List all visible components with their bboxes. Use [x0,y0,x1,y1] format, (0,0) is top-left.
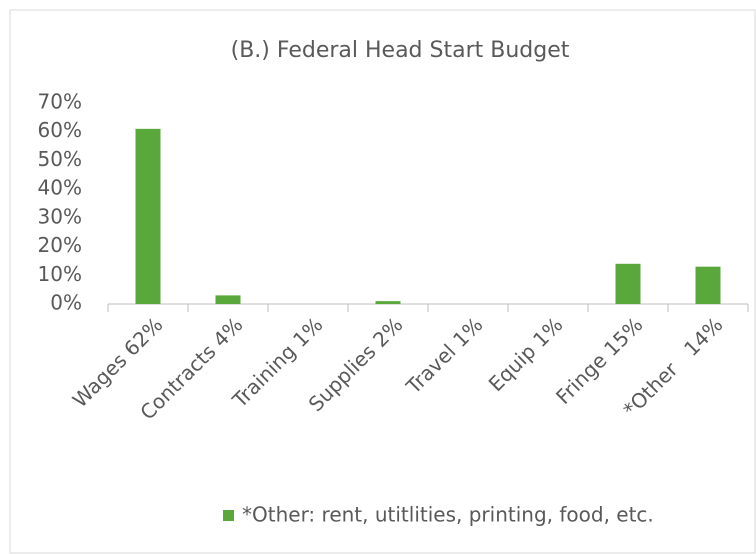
chart-title: (B.) Federal Head Start Budget [231,38,570,63]
y-tick-label: 60% [38,118,82,142]
legend-swatch [223,510,234,521]
y-tick-label: 10% [38,262,82,286]
y-tick-label: 50% [38,147,82,171]
y-tick-label: 20% [38,233,82,257]
bar [215,295,241,304]
chart-frame [9,9,756,554]
bar [375,301,401,304]
y-tick-label: 0% [50,291,82,315]
y-tick-label: 70% [38,90,82,114]
legend-label: *Other: rent, utitlities, printing, food… [242,503,654,527]
y-tick-label: 40% [38,176,82,200]
bar [695,266,721,304]
bar [135,128,161,304]
bar [615,263,641,304]
y-tick-label: 30% [38,204,82,228]
